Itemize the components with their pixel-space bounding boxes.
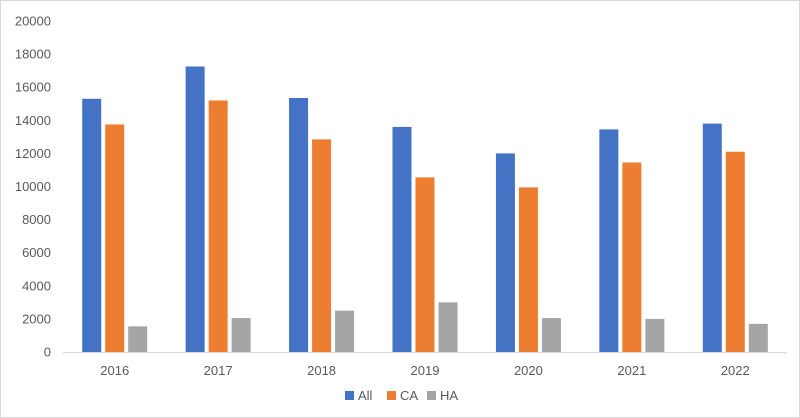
y-tick-label: 18000 <box>15 47 51 62</box>
legend-label-ca: CA <box>400 388 418 403</box>
bar-all-2020 <box>495 153 515 352</box>
bar-ha-2020 <box>541 318 561 352</box>
y-tick-label: 14000 <box>15 113 51 128</box>
legend-swatch-ha <box>427 391 436 400</box>
bar-ca-2021 <box>622 162 642 352</box>
bar-all-2017 <box>185 66 205 352</box>
x-tick-label: 2019 <box>411 363 440 378</box>
y-tick-label: 4000 <box>22 278 51 293</box>
bar-ca-2017 <box>208 100 228 352</box>
bar-all-2019 <box>392 126 412 352</box>
bar-ha-2019 <box>438 302 458 352</box>
y-tick-label: 16000 <box>15 80 51 95</box>
bar-ha-2021 <box>645 318 665 352</box>
legend-swatch-ca <box>387 391 396 400</box>
legend: All CA HA <box>345 388 458 403</box>
y-tick-label: 2000 <box>22 311 51 326</box>
y-tick-label: 10000 <box>15 179 51 194</box>
bar-ha-2022 <box>748 323 768 352</box>
bar-all-2018 <box>289 97 309 353</box>
bar-all-2016 <box>82 98 102 352</box>
y-tick-label: 20000 <box>15 14 51 29</box>
x-tick-label: 2018 <box>307 363 336 378</box>
x-tick-label: 2020 <box>514 363 543 378</box>
y-tick-label: 0 <box>44 345 51 360</box>
x-tick-label: 2017 <box>204 363 233 378</box>
x-axis-ticks: 2016 2017 2018 2019 2020 2021 2022 <box>100 363 749 378</box>
bar-ca-2018 <box>312 139 332 352</box>
legend-label-ha: HA <box>440 388 458 403</box>
bar-ca-2016 <box>105 124 125 352</box>
bar-ca-2020 <box>518 187 538 352</box>
bar-ha-2018 <box>335 310 355 352</box>
legend-swatch-all <box>345 391 354 400</box>
bar-ca-2019 <box>415 177 435 352</box>
x-tick-label: 2022 <box>721 363 750 378</box>
x-tick-label: 2016 <box>100 363 129 378</box>
bar-ha-2016 <box>128 326 148 352</box>
y-axis-ticks: 0 2000 4000 6000 8000 10000 12000 14000 16000 180… <box>15 14 51 360</box>
y-tick-label: 6000 <box>22 245 51 260</box>
x-tick-label: 2021 <box>617 363 646 378</box>
bar-ha-2017 <box>231 318 251 352</box>
bars-layer <box>82 66 768 353</box>
legend-label-all: All <box>358 388 373 403</box>
bar-all-2022 <box>702 123 722 352</box>
bar-all-2021 <box>599 129 619 352</box>
bar-ca-2022 <box>725 151 745 352</box>
y-tick-label: 12000 <box>15 146 51 161</box>
y-tick-label: 8000 <box>22 212 51 227</box>
